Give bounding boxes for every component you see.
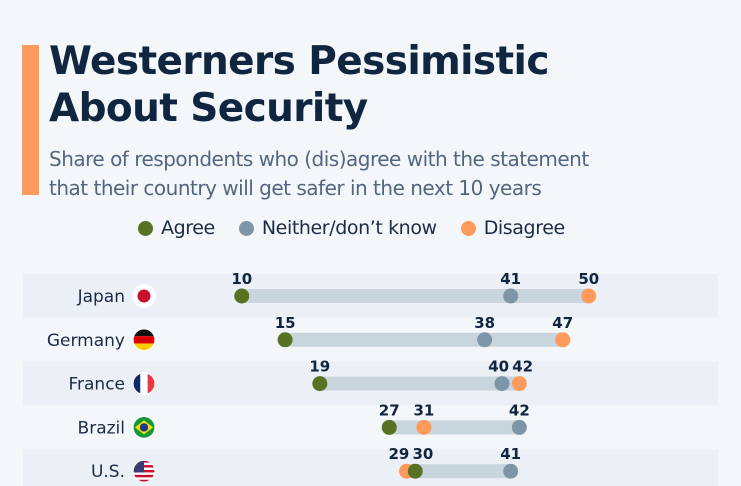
legend-label-agree: Agree: [161, 217, 215, 239]
dot-disagree: [555, 332, 571, 348]
chart-title: Westerners Pessimistic About Security: [49, 38, 549, 132]
usa-flag-part: [133, 479, 155, 482]
legend-item-disagree: Disagree: [460, 217, 565, 239]
chart-row-germany: Germany 15 38 47: [47, 314, 573, 352]
accent-bar: [22, 45, 39, 195]
france-flag-icon: [133, 372, 155, 394]
chart-row-us: U.S. 29 30 41: [91, 445, 521, 483]
japan-flag-icon: [133, 285, 155, 307]
legend-label-disagree: Disagree: [483, 217, 565, 239]
value-label-disagree: 50: [578, 270, 599, 288]
value-label-neither: 41: [500, 270, 521, 288]
value-label-agree: 10: [231, 270, 252, 288]
dot-agree: [381, 419, 397, 435]
country-label: France: [68, 375, 125, 395]
row-band: [23, 449, 718, 486]
usa-flag-part: [133, 460, 144, 473]
dot-neither: [494, 376, 510, 392]
usa-flag-icon: [133, 460, 155, 482]
brazil-flag-icon: [133, 416, 155, 438]
legend-item-neither: Neither/don’t know: [238, 217, 437, 239]
value-label-disagree: 31: [413, 401, 434, 419]
title-line-2: About Security: [49, 86, 368, 131]
legend-dot-disagree: [460, 220, 476, 236]
dot-neither: [503, 463, 519, 479]
value-label-agree: 27: [379, 401, 400, 419]
chart-row-brazil: Brazil 27 31 42: [78, 401, 530, 439]
germany-flag-part: [133, 336, 155, 344]
japan-flag-part: [137, 289, 151, 303]
value-label-neither: 42: [509, 401, 530, 419]
chart-row-france: France 19 40 42: [68, 358, 533, 396]
value-label-neither: 40: [488, 358, 509, 376]
value-label-disagree: 47: [552, 314, 573, 332]
title-line-1: Westerners Pessimistic: [49, 39, 549, 84]
legend-dot-neither: [238, 220, 254, 236]
germany-flag-icon: [133, 329, 155, 351]
subtitle-line-2: that their country will get safer in the…: [49, 176, 542, 200]
dot-disagree: [511, 376, 527, 392]
dot-neither: [511, 419, 527, 435]
dot-agree: [234, 288, 250, 304]
country-label: Germany: [47, 331, 125, 351]
france-flag-border: [132, 372, 156, 396]
dot-agree: [312, 376, 328, 392]
japan-flag-border: [132, 284, 156, 308]
country-label: Japan: [77, 287, 125, 307]
france-flag-part: [133, 372, 141, 394]
legend-item-agree: Agree: [138, 217, 215, 239]
dot-agree: [407, 463, 423, 479]
chart-subtitle: Share of respondents who (dis)agree with…: [49, 145, 589, 203]
germany-flag-border: [132, 328, 156, 352]
dot-disagree: [581, 288, 597, 304]
value-label-disagree: 42: [512, 358, 533, 376]
range-bar: [285, 332, 563, 347]
dot-neither: [503, 288, 519, 304]
usa-flag-border: [132, 459, 156, 483]
range-bar: [389, 420, 520, 435]
germany-flag-part: [133, 343, 155, 351]
france-flag-part: [147, 372, 155, 394]
value-label-neither: 38: [474, 314, 495, 332]
value-label-agree: 19: [309, 358, 330, 376]
value-label-disagree: 29: [388, 445, 409, 463]
range-bar: [406, 464, 511, 479]
country-label: Brazil: [78, 418, 125, 438]
germany-flag-part: [133, 329, 155, 337]
chart-row-japan: Japan 10 41 50: [77, 270, 599, 308]
range-bar: [319, 376, 520, 391]
value-label-agree: 15: [275, 314, 296, 332]
legend-label-neither: Neither/don’t know: [261, 217, 437, 239]
dot-agree: [277, 332, 293, 348]
country-label: U.S.: [91, 462, 125, 482]
range-bar: [241, 289, 589, 303]
dot-neither: [477, 332, 493, 348]
dot-disagree: [416, 419, 432, 435]
value-label-agree: 30: [412, 445, 433, 463]
brazil-flag-border: [132, 415, 156, 439]
brazil-flag-part: [139, 423, 149, 432]
value-label-neither: 41: [500, 445, 521, 463]
france-flag-part: [140, 372, 148, 394]
legend-dot-agree: [138, 220, 153, 236]
usa-flag-part: [133, 474, 155, 478]
subtitle-line-1: Share of respondents who (dis)agree with…: [49, 147, 589, 171]
legend: Agree Neither/don’t know Disagree: [138, 216, 565, 240]
